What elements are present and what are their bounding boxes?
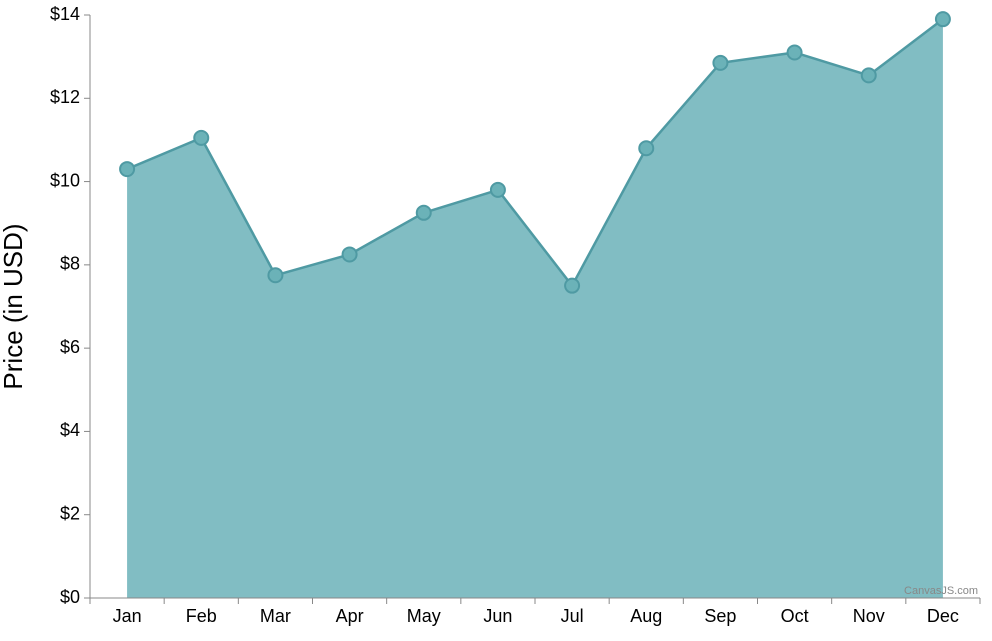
x-tick-label: Sep bbox=[704, 606, 736, 626]
y-tick-label: $12 bbox=[50, 87, 80, 107]
y-tick-label: $6 bbox=[60, 337, 80, 357]
data-point[interactable] bbox=[862, 68, 876, 82]
x-tick-label: Feb bbox=[186, 606, 217, 626]
y-tick-label: $14 bbox=[50, 4, 80, 24]
data-point[interactable] bbox=[788, 45, 802, 59]
data-point[interactable] bbox=[491, 183, 505, 197]
x-tick-label: Jun bbox=[483, 606, 512, 626]
x-tick-label: Aug bbox=[630, 606, 662, 626]
x-tick-label: Jul bbox=[561, 606, 584, 626]
y-tick-label: $10 bbox=[50, 170, 80, 190]
x-tick-label: Jan bbox=[113, 606, 142, 626]
data-point[interactable] bbox=[194, 131, 208, 145]
y-tick-label: $8 bbox=[60, 254, 80, 274]
data-point[interactable] bbox=[565, 279, 579, 293]
data-point[interactable] bbox=[343, 247, 357, 261]
watermark: CanvasJS.com bbox=[904, 585, 978, 597]
y-tick-label: $4 bbox=[60, 420, 80, 440]
y-tick-label: $2 bbox=[60, 503, 80, 523]
data-point[interactable] bbox=[936, 12, 950, 26]
y-tick-label: $0 bbox=[60, 587, 80, 607]
data-point[interactable] bbox=[268, 268, 282, 282]
data-point[interactable] bbox=[120, 162, 134, 176]
x-tick-label: May bbox=[407, 606, 441, 626]
chart-svg: $0 $2 $4 $6 $8 $10 $12 $14 Jan Feb Mar Apr May Jun Jul… bbox=[0, 0, 992, 641]
x-tick-label: Nov bbox=[853, 606, 885, 626]
data-point[interactable] bbox=[713, 56, 727, 70]
y-axis-title: Price (in USD) bbox=[0, 223, 28, 389]
x-tick-label: Apr bbox=[336, 606, 364, 626]
data-point[interactable] bbox=[639, 141, 653, 155]
data-point[interactable] bbox=[417, 206, 431, 220]
x-tick-label: Oct bbox=[781, 606, 809, 626]
area-chart: $0 $2 $4 $6 $8 $10 $12 $14 Jan Feb Mar Apr May Jun Jul… bbox=[0, 0, 992, 641]
x-tick-label: Dec bbox=[927, 606, 959, 626]
x-tick-label: Mar bbox=[260, 606, 291, 626]
